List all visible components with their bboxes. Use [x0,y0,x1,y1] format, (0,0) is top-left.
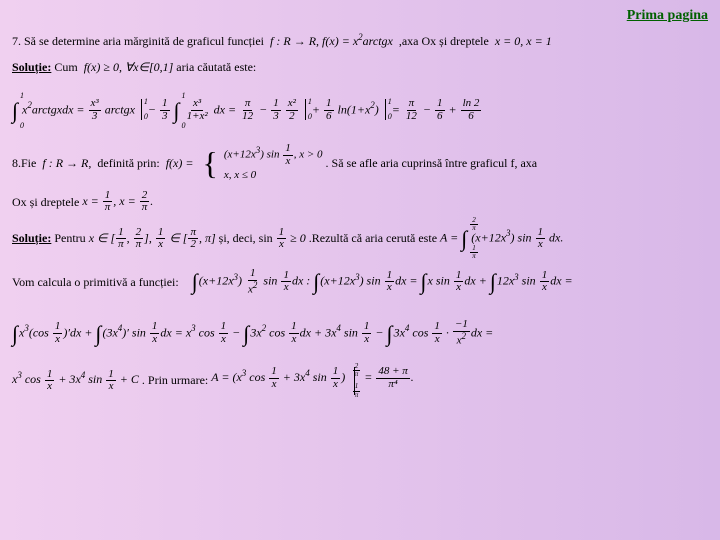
integral-7: ∫10 x2arctgxdx = x³3 arctgx 10 − 13 ∫10 … [12,92,708,129]
problem-8-statement: 8.Fie f : R → R, definită prin: f(x) = {… [12,143,708,184]
sol8-dom: x ∈ [1π, 2π], 1x ∈ [π2, π] [89,227,216,251]
sol8-b: și, deci, sin [219,228,273,248]
p8b-lims: x = 1π, x = 2π. [82,190,153,214]
primitive-intro: Vom calcula o primitivă a funcției: ∫(x+… [12,263,708,300]
int7-expr: ∫10 x2arctgxdx = x³3 arctgx 10 − 13 ∫10 … [12,92,482,129]
p8-b: definită prin: [97,153,159,173]
p8-fdom: f : R → R, [39,153,94,173]
primitive-line2: ∫x3(cos 1x)′dx + ∫(3x4)′ sin 1xdx = x3 c… [12,315,708,352]
solution-7-header: Soluție: Cum f(x) ≥ 0, ∀x∈[0,1] aria cău… [12,57,708,77]
problem-7-statement: 7. Să se determine aria mărginită de gra… [12,30,708,51]
line2-eq: ∫x3(cos 1x)′dx + ∫(3x4)′ sin 1xdx = x3 c… [12,315,493,352]
prim-a: Vom calcula o primitivă a funcției: [12,272,179,292]
p8-a: 8.Fie [12,153,36,173]
p8-fx: f(x) = [163,153,197,173]
prim-eq1: ∫(x+12x3) 1x2 sin 1xdx : ∫(x+12x3) sin 1… [192,263,573,300]
p8-c: . Să se afle aria cuprinsă între graficu… [326,153,538,173]
p7-text-a: 7. Să se determine aria mărginită de gra… [12,31,264,51]
prima-pagina-link[interactable]: Prima pagina [627,8,708,23]
sol8-label: Soluție: [12,228,51,248]
final-A: A = (x3 cos 1x + 3x4 sin 1x) 2π1π = 48 +… [211,366,414,395]
sol7-a: Cum [54,57,77,77]
sol7-label: Soluție: [12,57,51,77]
sol8-sin: 1x ≥ 0 [276,227,306,251]
p7-text-b: ,axa Ox și dreptele [399,31,489,51]
p7-fdef: f : R → R, f(x) = x2arctgx [267,30,396,51]
final-b: . Prin urmare: [142,370,208,390]
final-prim: x3 cos 1x + 3x4 sin 1x + C [12,368,139,392]
sol8-area: A = ∫2π1π (x+12x3) sin 1x dx. [440,220,563,257]
p8b-a: Ox și dreptele [12,192,79,212]
sol7-b: aria căutată este: [176,57,256,77]
p8-cases: (x+12x3) sin 1x, x > 0 x, x ≤ 0 [224,143,323,184]
sol8-c: .Rezultă că aria cerută este [309,228,437,248]
solution-8-header: Soluție: Pentru x ∈ [1π, 2π], 1x ∈ [π2, … [12,220,708,257]
final-line: x3 cos 1x + 3x4 sin 1x + C . Prin urmare… [12,366,708,395]
sol7-cond: f(x) ≥ 0, ∀x∈[0,1] [81,57,174,77]
problem-8-lims: Ox și dreptele x = 1π, x = 2π. [12,190,708,214]
p7-lims: x = 0, x = 1 [492,31,552,51]
top-link: Prima pagina [12,8,708,24]
sol8-a: Pentru [54,228,85,248]
left-brace-icon: { [202,149,217,178]
